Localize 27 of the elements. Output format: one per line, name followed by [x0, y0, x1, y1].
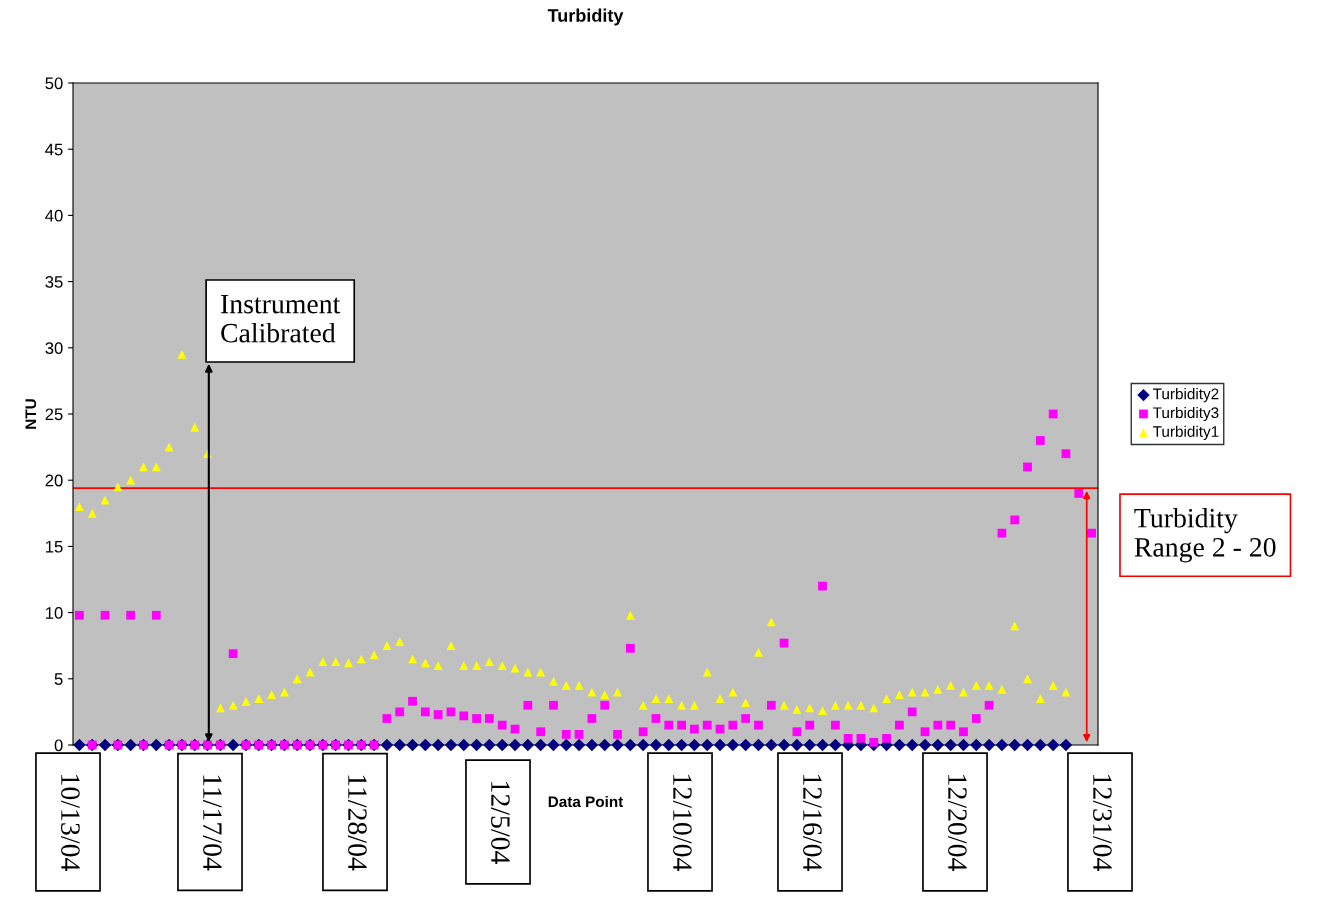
legend-label: Turbidity2	[1153, 388, 1219, 403]
text: 12/20/04	[948, 775, 967, 871]
text: 12/31/04	[1093, 775, 1112, 871]
y-tick-label: 50	[45, 77, 63, 90]
text: 12/10/04	[673, 775, 692, 871]
y-tick-label: 5	[54, 673, 63, 685]
y-tick-label: 45	[45, 143, 63, 156]
y-tick-label: 0	[54, 739, 63, 752]
chart-title: Turbidity	[547, 8, 624, 26]
x-axis-title: Data Point	[548, 795, 624, 808]
legend-label: Turbidity1	[1153, 425, 1219, 440]
y-tick-label: 35	[45, 276, 63, 288]
text: 11/28/04	[348, 775, 367, 871]
ref-line-label: Turbidity Range 2 - 20	[1134, 508, 1276, 563]
y-tick-label: 40	[45, 209, 63, 222]
text: 12/5/04	[491, 782, 510, 865]
text: 11/17/04	[203, 775, 222, 871]
y-tick-label: 30	[45, 342, 63, 354]
text: 10/13/04	[61, 775, 80, 871]
y-tick-label: 25	[45, 408, 63, 421]
text: 12/16/04	[803, 775, 822, 871]
legend-label: Turbidity3	[1153, 406, 1219, 422]
y-tick-label: 20	[45, 474, 63, 487]
annotation: Instrument Calibrated	[221, 294, 341, 343]
y-axis-title: NTU	[25, 399, 37, 429]
y-tick-label: 10	[46, 607, 63, 619]
y-tick-label: 15	[46, 540, 63, 553]
